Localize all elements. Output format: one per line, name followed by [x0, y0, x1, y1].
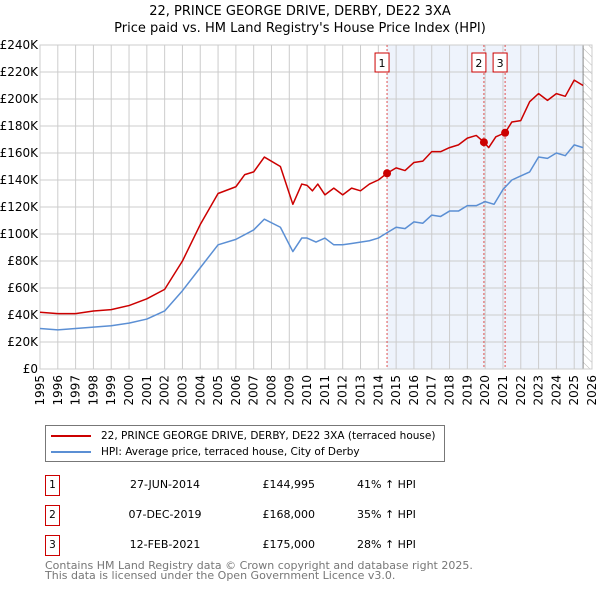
legend-swatch-property	[51, 435, 91, 437]
y-tick-label: £20K	[7, 335, 39, 349]
sale-marker-box: 3	[45, 535, 60, 556]
sale-marker-box	[471, 52, 487, 73]
sale-marker-box: 1	[45, 475, 60, 496]
sale-marker-box	[492, 52, 508, 73]
y-tick-label: £80K	[7, 254, 39, 268]
x-tick-label: 2010	[300, 375, 314, 406]
y-tick-label: £220K	[0, 65, 39, 79]
y-tick-label: £140K	[0, 173, 39, 187]
x-tick-label: 1995	[33, 375, 47, 406]
x-tick-label: 1996	[51, 375, 65, 406]
x-tick-label: 1999	[104, 375, 118, 406]
sale-price: £168,000	[262, 508, 316, 521]
sale-point	[479, 138, 488, 147]
x-tick-label: 2009	[282, 375, 296, 406]
x-tick-label: 2017	[425, 375, 439, 406]
x-tick-label: 2016	[407, 375, 421, 406]
sale-hpi-diff: 28% ↑ HPI	[357, 538, 416, 551]
legend-label-property: 22, PRINCE GEORGE DRIVE, DERBY, DE22 3XA…	[101, 430, 436, 442]
hpi-line	[39, 144, 584, 331]
y-tick-label: £100K	[0, 227, 39, 241]
y-tick-label: £160K	[0, 146, 39, 160]
sale-hpi-diff: 41% ↑ HPI	[357, 478, 416, 491]
chart-title: 22, PRINCE GEORGE DRIVE, DERBY, DE22 3XA	[149, 4, 451, 19]
x-tick-label: 2011	[318, 375, 332, 406]
price-paid-line	[39, 79, 584, 315]
x-tick-label: 2026	[585, 375, 599, 406]
sale-date: 27-JUN-2014	[129, 478, 201, 491]
footer: Contains HM Land Registry data © Crown c…	[45, 559, 473, 582]
footer-line-2: This data is licensed under the Open Gov…	[45, 569, 396, 582]
x-tick-label: 2018	[443, 375, 457, 406]
sale-row: 1 27-JUN-2014 £144,995 41% ↑ HPI	[45, 475, 465, 496]
x-tick-label: 2023	[532, 375, 546, 406]
x-tick-label: 2012	[336, 375, 350, 406]
sale-point	[383, 169, 392, 178]
y-tick-label: £200K	[0, 92, 39, 106]
sale-point	[501, 128, 510, 137]
x-tick-label: 2022	[514, 375, 528, 406]
x-tick-label: 1997	[69, 375, 83, 406]
x-tick-label: 2004	[193, 375, 207, 406]
sale-price: £175,000	[262, 538, 316, 551]
legend-swatch-hpi	[51, 451, 91, 453]
x-tick-label: 1998	[86, 375, 100, 406]
sale-date: 12-FEB-2021	[129, 538, 201, 551]
y-tick-label: £240K	[0, 38, 39, 52]
x-tick-label: 2015	[389, 375, 403, 406]
sale-marker-label: 3	[497, 57, 504, 70]
x-tick-label: 2003	[175, 375, 189, 406]
x-tick-label: 2005	[211, 375, 225, 406]
sale-price: £144,995	[262, 478, 316, 491]
plot-area: £0 £20K £40K £60K £80K £100K £120K £140K £160K £1…	[0, 38, 599, 406]
x-tick-label: 2001	[140, 375, 154, 406]
y-tick-label: £180K	[0, 119, 39, 133]
x-tick-label: 2006	[229, 375, 243, 406]
x-tick-label: 2007	[247, 375, 261, 406]
chart-subtitle: Price paid vs. HM Land Registry's House …	[114, 21, 486, 36]
x-tick-label: 2019	[460, 375, 474, 406]
x-tick-label: 2021	[496, 375, 510, 406]
legend-label-hpi: HPI: Average price, terraced house, City…	[101, 446, 360, 458]
x-tick-label: 2025	[567, 375, 581, 406]
x-tick-label: 2014	[371, 375, 385, 406]
sale-row: 3 12-FEB-2021 £175,000 28% ↑ HPI	[45, 535, 465, 556]
sale-marker-label: 2	[475, 57, 482, 70]
x-tick-label: 2000	[122, 375, 136, 406]
sale-date: 07-DEC-2019	[128, 508, 202, 521]
footer-line-1: Contains HM Land Registry data © Crown c…	[45, 559, 473, 572]
sale-row: 2 07-DEC-2019 £168,000 35% ↑ HPI	[45, 505, 465, 526]
plot-border	[39, 44, 593, 370]
x-tick-label: 2020	[478, 375, 492, 406]
x-tick-label: 2002	[158, 375, 172, 406]
x-tick-label: 2013	[354, 375, 368, 406]
y-tick-label: £40K	[7, 308, 39, 322]
y-tick-label: £0	[23, 362, 38, 376]
x-tick-label: 2008	[264, 375, 278, 406]
sale-marker-label: 1	[379, 57, 386, 70]
sale-marker-box	[374, 52, 390, 73]
sale-hpi-diff: 35% ↑ HPI	[357, 508, 416, 521]
y-tick-label: £120K	[0, 200, 39, 214]
sale-marker-box: 2	[45, 505, 60, 526]
legend: 22, PRINCE GEORGE DRIVE, DERBY, DE22 3XA…	[45, 425, 445, 462]
y-tick-label: £60K	[7, 281, 39, 295]
x-tick-label: 2024	[549, 375, 563, 406]
